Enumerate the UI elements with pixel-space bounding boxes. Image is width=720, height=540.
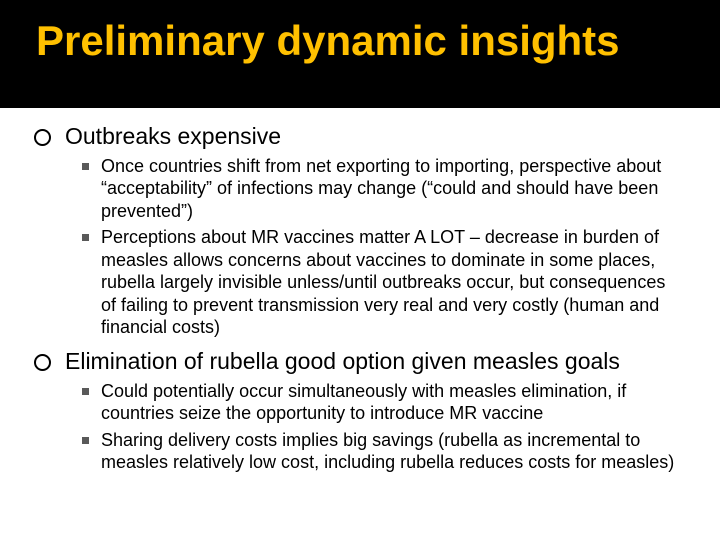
bullet-text: Could potentially occur simultaneously w… (101, 380, 682, 425)
slide-title: Preliminary dynamic insights (36, 18, 620, 64)
bullet-level2: Perceptions about MR vaccines matter A L… (82, 226, 692, 339)
square-bullet-icon (82, 388, 89, 395)
bullet-level1: Outbreaks expensive (34, 122, 692, 151)
bullet-level2: Sharing delivery costs implies big savin… (82, 429, 692, 474)
bullet-text: Sharing delivery costs implies big savin… (101, 429, 682, 474)
square-bullet-icon (82, 163, 89, 170)
square-bullet-icon (82, 234, 89, 241)
bullet-text: Once countries shift from net exporting … (101, 155, 682, 223)
circle-bullet-icon (34, 354, 51, 371)
bullet-level2: Could potentially occur simultaneously w… (82, 380, 692, 425)
bullet-text: Outbreaks expensive (65, 122, 281, 151)
content-area: Outbreaks expensive Once countries shift… (0, 108, 720, 474)
circle-bullet-icon (34, 129, 51, 146)
bullet-level2: Once countries shift from net exporting … (82, 155, 692, 223)
bullet-text: Elimination of rubella good option given… (65, 347, 620, 376)
bullet-level1: Elimination of rubella good option given… (34, 347, 692, 376)
bullet-text: Perceptions about MR vaccines matter A L… (101, 226, 682, 339)
title-band: Preliminary dynamic insights (0, 0, 720, 108)
square-bullet-icon (82, 437, 89, 444)
